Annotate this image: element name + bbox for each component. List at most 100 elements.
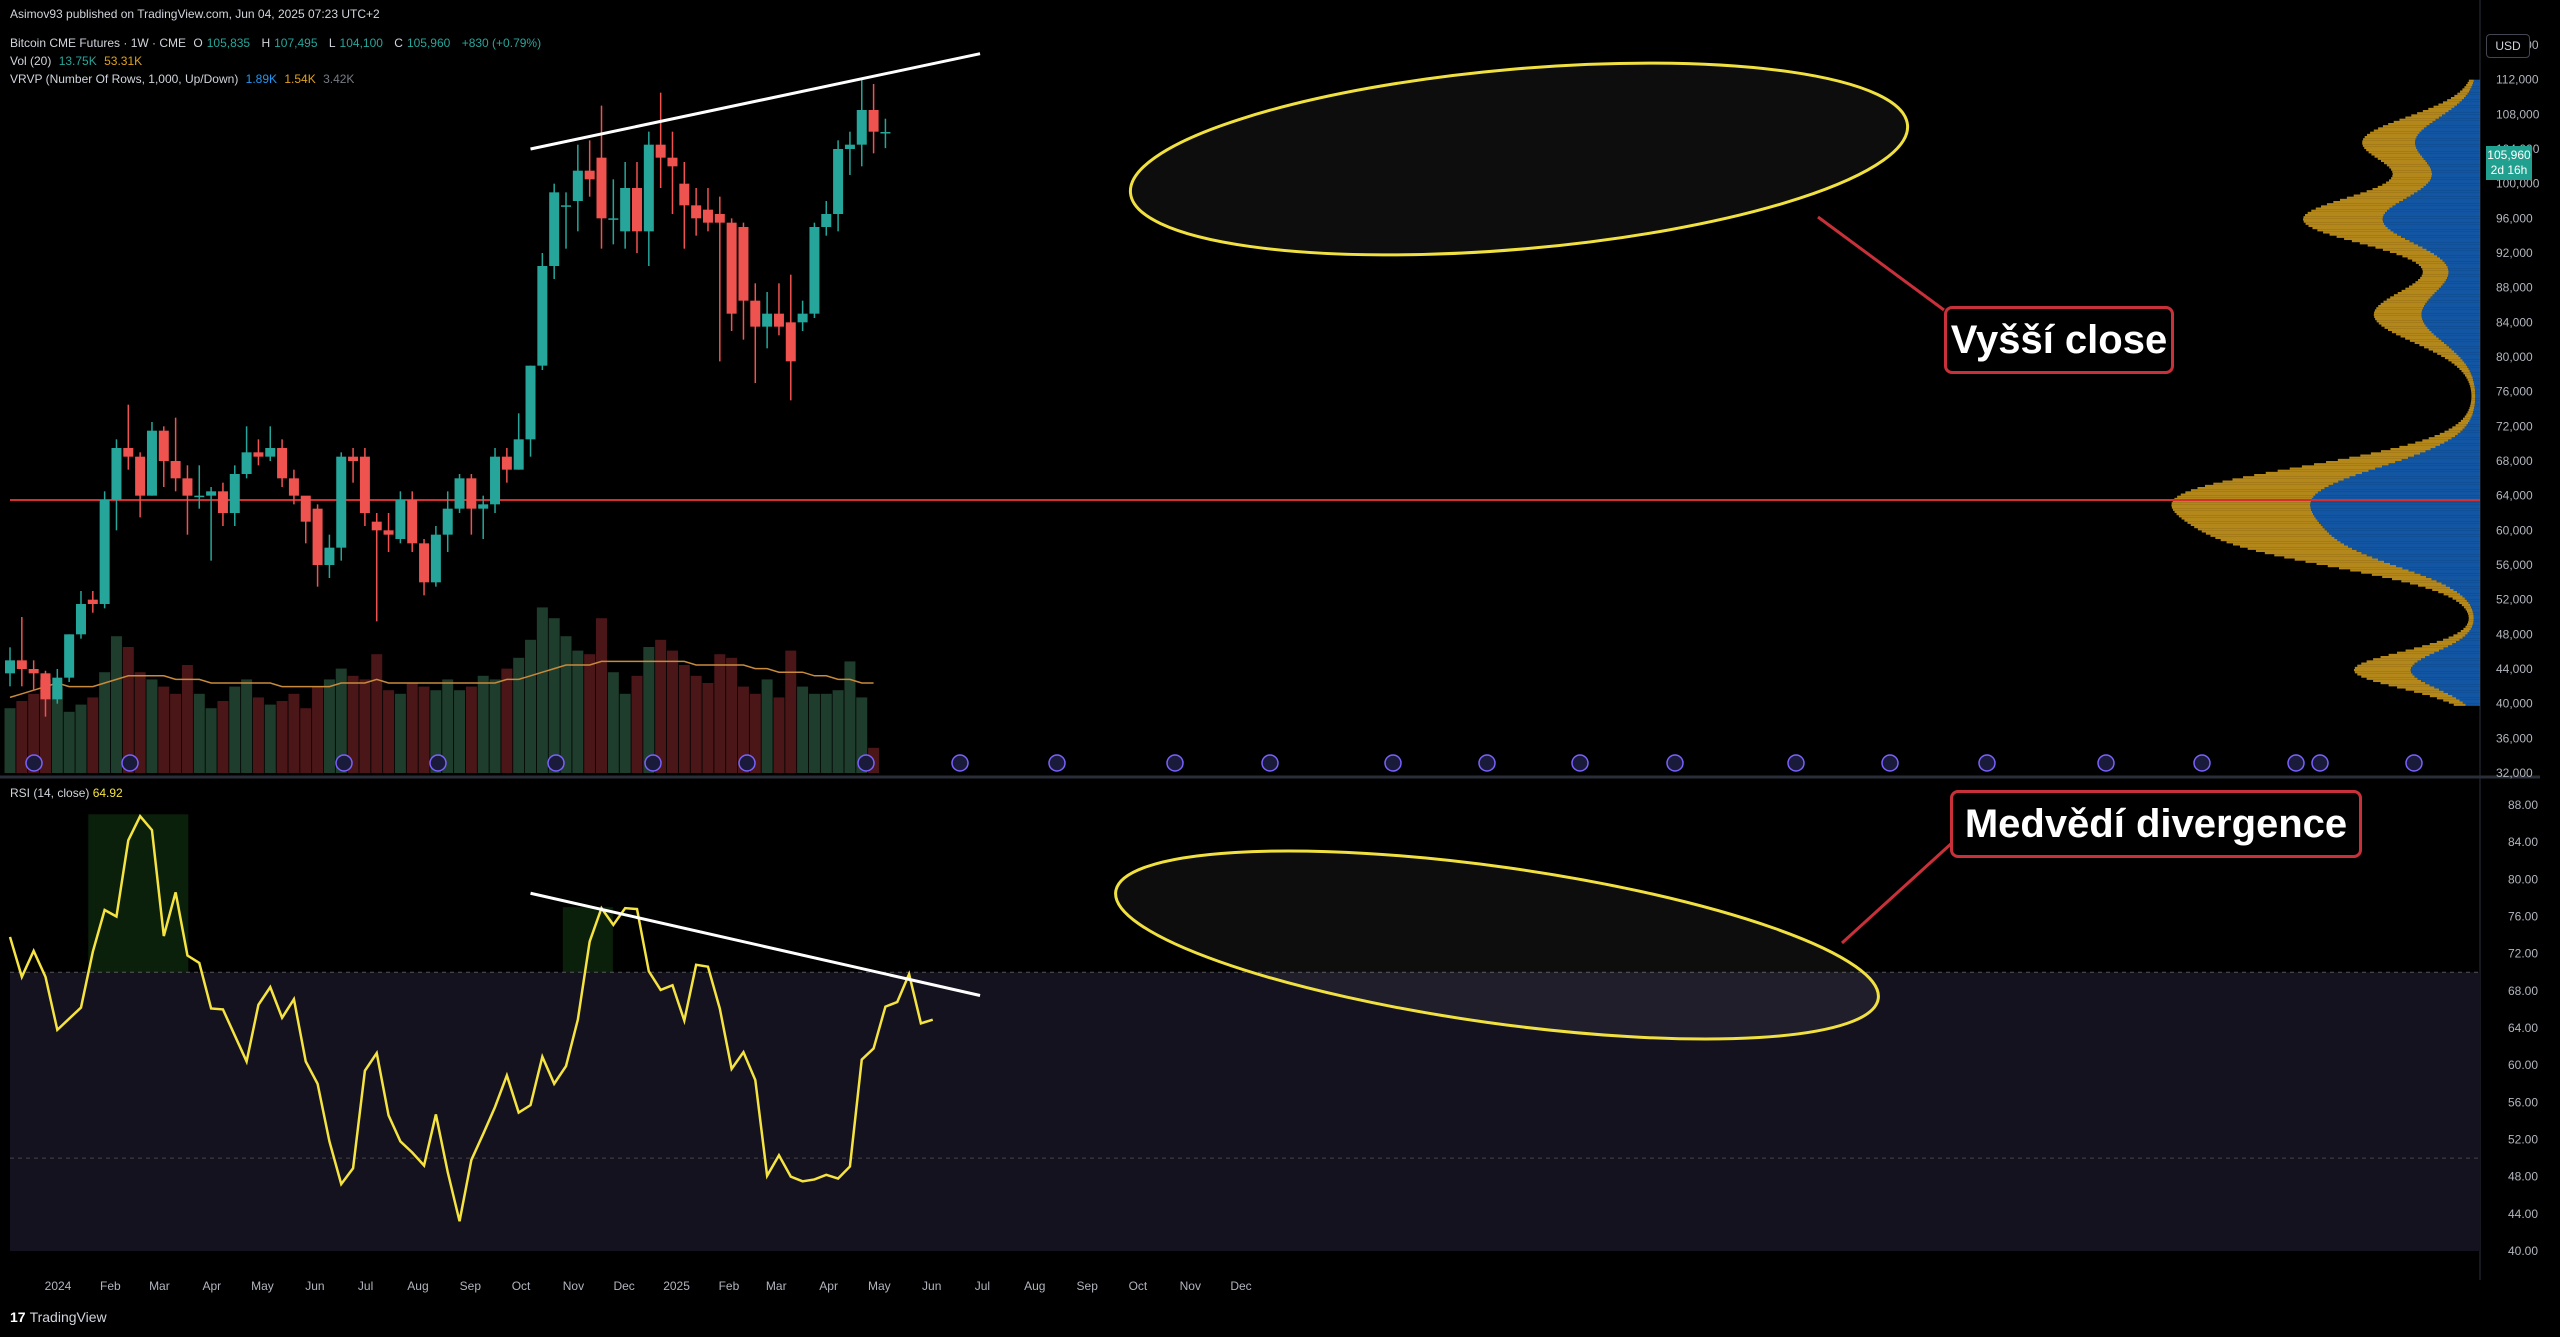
vrvp-row-up [2417,133,2480,137]
vrvp-row-down [2375,318,2423,321]
vrvp-row-down [2378,305,2425,308]
vrvp-row-up [2401,235,2480,238]
vrvp-row-up [2474,404,2480,407]
vrvp-row-up [2440,285,2480,288]
vrvp-row-up [2447,274,2480,277]
vrvp-row-up [2334,536,2480,540]
volume-ma-value: 53.31K [104,54,143,68]
vrvp-row-up [2444,441,2480,444]
price-axis-label: 80,000 [2496,350,2533,364]
vrvp-row-down [2412,259,2443,262]
vrvp-row-up [2414,454,2480,457]
time-axis-label: Dec [613,1279,634,1293]
candle-body [478,504,489,509]
vrvp-row-down [2344,237,2406,241]
candle-body [111,448,122,500]
vrvp-row-down [2284,556,2373,559]
vrvp-row-down [2374,155,2422,158]
time-axis-label: Aug [1024,1279,1045,1293]
vrvp-row-up [2311,508,2480,511]
event-marker-icon [1384,754,1402,772]
vrvp-row-down [2389,250,2431,254]
volume-bar [170,693,182,773]
vrvp-row-up [2415,140,2480,143]
vrvp-row-up [2414,675,2480,678]
volume-bar [737,686,749,773]
candle-body [52,677,63,700]
time-axis-label: Sep [460,1279,482,1293]
vrvp-row-down [2390,296,2431,299]
time-axis-label: Apr [202,1279,221,1293]
vrvp-row-up [2420,573,2480,576]
event-marker-icon [738,754,756,772]
volume-bar [418,686,430,773]
event-marker-icon [2405,754,2423,772]
vrvp-row-up [2448,645,2480,648]
volume-bar [122,647,134,773]
vrvp-row-down [2390,448,2431,451]
rsi-axis-label: 76.00 [2508,910,2538,924]
vrvp-row-down [2255,549,2357,553]
price-axis-label: 44,000 [2496,662,2533,676]
vrvp-row-up [2401,458,2480,462]
event-marker-icon [1787,754,1805,772]
vrvp-row-down [2172,508,2312,511]
vrvp-row-up [2472,84,2480,87]
candle-body [87,599,98,604]
vrvp-row-up [2458,354,2480,358]
vrvp-row-down [2405,337,2439,340]
vrvp-row-down [2210,534,2332,537]
vrvp-row-down [2418,263,2447,267]
vrvp-row-up [2473,378,2480,381]
vrvp-row-down [2392,170,2432,173]
vrvp-row-down [2393,294,2433,297]
vrvp-row-up [2462,595,2480,598]
vrvp-row-down [2466,413,2473,416]
time-axis-label: Nov [563,1279,584,1293]
callout-higher-close[interactable]: Vyšší close [1944,306,2174,374]
vrvp-row-up [2382,216,2480,219]
vrvp-row-up [2384,560,2480,563]
callout-bearish-divergence[interactable]: Medvědí divergence [1950,790,2362,858]
vrvp-row-up [2438,337,2480,340]
price-axis-label: 108,000 [2496,107,2540,121]
event-marker-icon [121,754,139,772]
tradingview-brand[interactable]: 17 TradingView [10,1309,107,1325]
candle-body [809,227,820,314]
vrvp-row-down [2388,653,2430,657]
vrvp-row-down [2289,467,2376,470]
time-axis-label: May [251,1279,274,1293]
vrvp-row-down [2362,144,2416,147]
vrvp-row-down [2429,695,2453,698]
vrvp-row-down [2294,558,2379,561]
candle-body [430,534,441,583]
vrvp-row-up [2310,502,2480,505]
vrvp-row-down [2421,274,2448,277]
vrvp-row-down [2420,266,2448,269]
vrvp-row-up [2441,582,2480,585]
vrvp-row-down [2457,365,2468,368]
vrvp-row-up [2472,413,2480,416]
volume-bar [773,697,785,773]
vrvp-row-down [2360,454,2415,457]
candle-body [253,452,264,457]
vrvp-row-up [2333,482,2480,485]
vrvp-row-down [2307,211,2386,215]
vrvp-row-down [2370,452,2421,455]
rsi-axis-label: 44.00 [2508,1207,2538,1221]
vrvp-row-down [2371,573,2421,576]
vrvp-row-down [2419,344,2447,347]
currency-button[interactable]: USD [2486,34,2530,58]
vrvp-row-down [2401,289,2437,293]
vrvp-row-down [2174,510,2312,514]
vrvp-row-down [2362,140,2416,143]
volume-bar [205,708,217,773]
vrvp-row-up [2473,409,2480,412]
vrvp-row-down [2386,164,2429,167]
vrvp-row-up [2473,411,2480,414]
vrvp-row-down [2184,519,2318,522]
volume-bar [312,686,324,773]
vrvp-row-up [2410,669,2480,672]
vrvp-row-down [2185,491,2318,494]
